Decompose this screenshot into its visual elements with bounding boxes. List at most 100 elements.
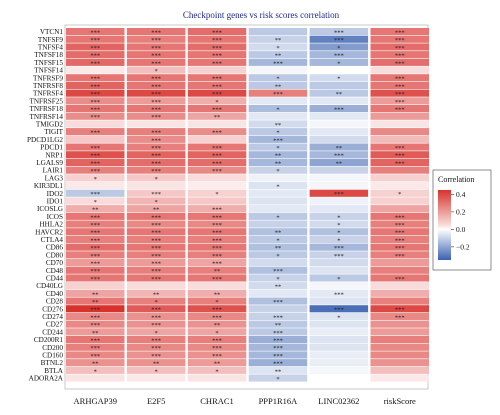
- significance-label: ***: [151, 245, 161, 252]
- significance-label: ***: [151, 338, 161, 345]
- heatmap-cell: [248, 336, 308, 344]
- heatmap-cell: [309, 235, 369, 243]
- legend-tick-label: 0.4: [456, 190, 466, 199]
- heatmap-cell: [187, 312, 247, 320]
- heatmap-cell: [126, 28, 186, 36]
- heatmap-cell: [66, 328, 125, 336]
- heatmap-cell: [370, 282, 429, 290]
- significance-label: *: [215, 330, 218, 337]
- significance-label: ***: [151, 253, 161, 260]
- significance-label: ***: [273, 299, 283, 306]
- heatmap-cell: [126, 220, 186, 228]
- heatmap-cell: [126, 351, 186, 359]
- significance-label: ***: [212, 145, 222, 152]
- significance-label: **: [336, 160, 343, 167]
- significance-label: ***: [212, 107, 222, 114]
- heatmap-cell: [370, 58, 429, 66]
- heatmap-cell: [66, 158, 125, 166]
- heatmap-cell: [309, 28, 369, 36]
- significance-label: ***: [273, 137, 283, 144]
- heatmap-cell: [248, 328, 308, 336]
- heatmap-cell: [126, 58, 186, 66]
- row-label: KIR3DL1: [34, 182, 64, 190]
- heatmap-cell: [370, 305, 429, 313]
- heatmap-cell: [126, 128, 186, 136]
- heatmap-cell: [309, 351, 369, 359]
- heatmap-cell: [66, 66, 125, 74]
- significance-label: *: [215, 368, 218, 375]
- heatmap-cell: [370, 312, 429, 320]
- heatmap-cell: [126, 366, 186, 374]
- heatmap-cell: [126, 343, 186, 351]
- heatmap-cell: [66, 105, 125, 113]
- heatmap-cell: [370, 328, 429, 336]
- heatmap-cell: [370, 35, 429, 43]
- heatmap-cell: [187, 320, 247, 328]
- heatmap-cell: [126, 105, 186, 113]
- heatmap-cells: [66, 28, 429, 382]
- heatmap-cell: [126, 282, 186, 290]
- heatmap-cell: [66, 305, 125, 313]
- significance-label: *: [337, 222, 340, 229]
- significance-label: ***: [334, 53, 344, 60]
- heatmap-cell: [66, 320, 125, 328]
- heatmap-cell: [126, 166, 186, 174]
- significance-label: ***: [151, 130, 161, 137]
- significance-label: ***: [212, 168, 222, 175]
- heatmap-cell: [309, 305, 369, 313]
- significance-label: *: [337, 60, 340, 67]
- row-label: TNFSF9: [38, 36, 64, 44]
- heatmap-cell: [309, 336, 369, 344]
- heatmap-cell: [309, 312, 369, 320]
- column-label: CHRAC1: [200, 396, 234, 406]
- heatmap-cell: [187, 120, 247, 128]
- heatmap-cell: [66, 336, 125, 344]
- heatmap-cell: [66, 151, 125, 159]
- heatmap-cell: [187, 359, 247, 367]
- heatmap-cell: [66, 282, 125, 290]
- heatmap-cell: [248, 374, 308, 382]
- heatmap-cell: [248, 35, 308, 43]
- significance-label: ***: [90, 253, 100, 260]
- significance-label: ***: [151, 99, 161, 106]
- row-label: TMIGD2: [36, 121, 64, 129]
- heatmap-cell: [66, 351, 125, 359]
- significance-label: ***: [90, 145, 100, 152]
- significance-label: *: [94, 368, 97, 375]
- heatmap-cell: [309, 43, 369, 51]
- heatmap-cell: [370, 343, 429, 351]
- heatmap-cell: [370, 135, 429, 143]
- heatmap-cell: [126, 66, 186, 74]
- row-label: HHLA2: [39, 221, 63, 229]
- significance-label: **: [275, 83, 282, 90]
- significance-label: ***: [151, 230, 161, 237]
- significance-label: ***: [212, 83, 222, 90]
- heatmap-cell: [66, 143, 125, 151]
- heatmap-cell: [187, 189, 247, 197]
- heatmap-cell: [248, 274, 308, 282]
- heatmap-cell: [187, 51, 247, 59]
- heatmap-cell: [248, 58, 308, 66]
- significance-label: *: [337, 230, 340, 237]
- row-label: TNFRSF14: [29, 113, 63, 121]
- heatmap-cell: [309, 282, 369, 290]
- heatmap-cell: [248, 282, 308, 290]
- significance-label: **: [275, 53, 282, 60]
- significance-label: ***: [90, 261, 100, 268]
- significance-label: **: [92, 361, 99, 368]
- significance-label: ***: [151, 53, 161, 60]
- heatmap-cell: [248, 205, 308, 213]
- heatmap-cell: [66, 128, 125, 136]
- significance-label: *: [276, 237, 279, 244]
- row-label: TIGIT: [44, 128, 63, 136]
- significance-label: *: [276, 376, 279, 383]
- significance-label: ***: [151, 307, 161, 314]
- heatmap-cell: [187, 128, 247, 136]
- significance-label: ***: [212, 253, 222, 260]
- significance-label: ***: [90, 230, 100, 237]
- heatmap-cell: [126, 336, 186, 344]
- heatmap-cell: [126, 205, 186, 213]
- heatmap-cell: [248, 259, 308, 267]
- heatmap-cell: [248, 51, 308, 59]
- heatmap-cell: [248, 289, 308, 297]
